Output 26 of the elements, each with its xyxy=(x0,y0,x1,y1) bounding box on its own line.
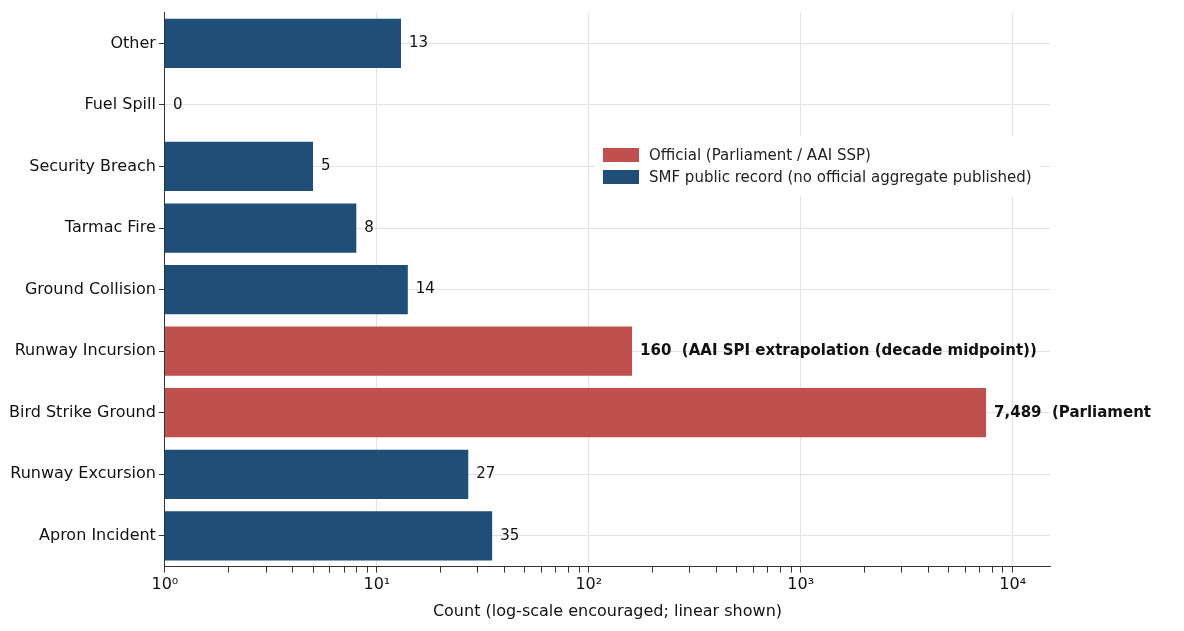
y-tick-label: Fuel Spill xyxy=(84,94,156,114)
x-tick-label: 10⁴ xyxy=(999,574,1027,594)
y-tick-label: Security Breach xyxy=(29,155,156,175)
data-label: 5 xyxy=(321,156,331,175)
data-label: 14 xyxy=(415,279,435,298)
x-axis-title: Count (log-scale encouraged; linear shown) xyxy=(432,600,783,620)
y-tick-label: Ground Collision xyxy=(24,278,156,298)
y-tick-label: Runway Excursion xyxy=(10,463,156,483)
y-tick-label: Runway Incursion xyxy=(14,340,156,360)
data-label: 13 xyxy=(408,33,429,52)
y-tick-label: Tarmac Fire xyxy=(63,217,156,237)
data-label: 8 xyxy=(364,217,374,236)
x-tick-label: 10³ xyxy=(787,574,815,594)
data-label: 27 xyxy=(476,464,496,483)
data-label: 35 xyxy=(500,525,520,544)
data-label: 7,489 (Parliament xyxy=(994,402,1151,421)
y-tick-label: Other xyxy=(110,32,157,52)
y-tick-label: Apron Incident xyxy=(39,524,156,544)
legend-label: Official (Parliament / AAI SSP) xyxy=(649,146,871,165)
y-tick-label: Bird Strike Ground xyxy=(9,401,156,421)
data-label: 160 (AAI SPI extrapolation (decade midpoint)) xyxy=(640,341,1037,360)
x-tick-label: 10² xyxy=(575,574,603,594)
text: 0 xyxy=(172,94,183,113)
x-tick-label: 10⁰ xyxy=(151,574,179,594)
legend-label: SMF public record (no official aggregate published) xyxy=(649,168,1032,187)
x-tick-label: 10¹ xyxy=(363,574,391,594)
